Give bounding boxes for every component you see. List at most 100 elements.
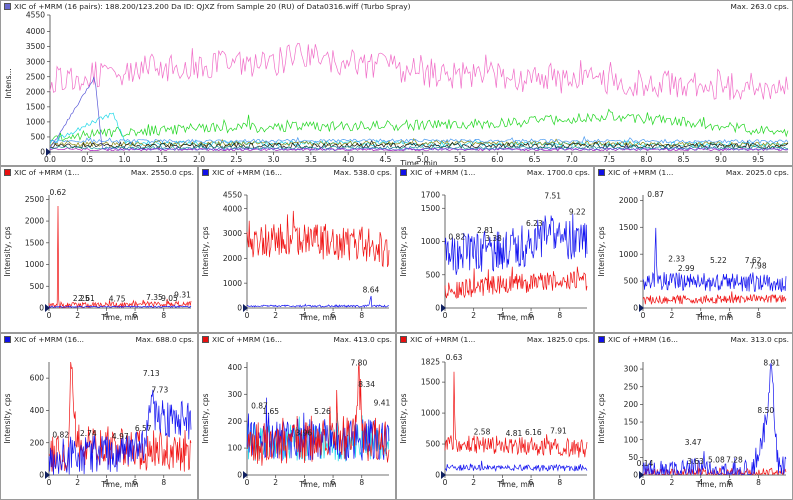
peak-label: 7.35 [146,293,163,302]
y-axis-label: Intensity, cps [201,226,210,276]
panel-title: XIC of +MRM (1... [14,168,80,177]
x-tick-label: 4 [500,311,505,320]
series-line-pink [49,42,789,101]
xic-chart[interactable]: 0 200 400 600 0 2 4 6 8 Time, min Intensity, cps 0.… [1,334,198,500]
y-tick-label: 0 [633,304,638,313]
peak-label: 5.22 [710,256,727,265]
x-tick-label: 6 [727,478,732,487]
peak-label: 0.82 [52,430,69,439]
panel-title: XIC of +MRM (1... [410,168,476,177]
xic-panel-r2c1[interactable]: XIC of +MRM (16... Max. 688.0 cps. 0 200 40… [0,333,198,500]
panel-title: XIC of +MRM (16... [14,335,84,344]
peak-label: 0.87 [647,190,664,199]
peak-label: 7.98 [750,261,767,270]
y-tick-label: 0 [40,148,45,157]
x-tick-label: 4.0 [342,155,354,164]
peak-label: 0.82 [448,233,465,242]
panel-title: XIC of +MRM (16... [608,335,678,344]
y-tick-label: 200 [228,417,243,426]
peak-label: 7.51 [544,191,561,200]
y-tick-label: 2000 [26,87,45,96]
start-marker-icon [639,304,644,312]
series-line-red [48,205,192,309]
series-swatch-icon [4,3,11,10]
panel-title: XIC of +MRM (16... [212,168,282,177]
x-tick-label: 0.0 [44,155,56,164]
y-tick-label: 500 [30,282,45,291]
panel-header: XIC of +MRM (16 pairs): 188.200/123.200 … [1,1,792,12]
y-tick-label: 4000 [26,27,45,36]
xic-chart[interactable]: 0 1000 2000 3000 4000 4550 0 2 4 6 8 Time, min Inten… [199,167,396,333]
x-tick-label: 8 [756,311,761,320]
xic-panel-r1c2[interactable]: XIC of +MRM (16... Max. 538.0 cps. 0 1000 2… [198,166,396,333]
y-tick-label: 2000 [619,196,638,205]
peak-label: 5.08 [708,455,725,464]
panel-header: XIC of +MRM (16... Max. 413.0 cps. [199,334,395,345]
xic-panel-r1c4[interactable]: XIC of +MRM (1... Max. 2025.0 cps. 0 500 10… [594,166,793,333]
xic-panel-r1c3[interactable]: XIC of +MRM (1... Max. 1700.0 cps. 0 500 10… [396,166,594,333]
x-tick-label: 6.0 [491,155,503,164]
y-tick-label: 0 [435,304,440,313]
y-tick-label: 2500 [26,72,45,81]
y-tick-label: 0 [39,471,44,480]
xic-chart[interactable]: 0 500 1000 1500 2000 2500 3000 3500 4000 4550 0.0 0… [1,1,793,166]
y-tick-label: 4550 [223,191,242,200]
series-line-green [49,108,789,142]
start-marker-icon [45,471,50,479]
x-axis-label: Time, min [496,313,535,322]
peak-label: 7.80 [351,358,368,367]
x-axis-label: Time, min [100,313,139,322]
peak-label: 5.26 [314,407,331,416]
y-axis-label: Intensity, cps [399,226,408,276]
y-tick-label: 500 [31,133,46,142]
peak-label: 6.57 [135,424,152,433]
x-tick-label: 2 [75,478,80,487]
overview-chart-panel[interactable]: XIC of +MRM (16 pairs): 188.200/123.200 … [0,0,793,166]
y-tick-label: 0 [39,304,44,313]
panel-header: XIC of +MRM (16... Max. 688.0 cps. [1,334,197,345]
series-line-blue [642,363,787,476]
y-axis-label: Intensity, cps [399,393,408,443]
peak-label: 7.28 [726,455,743,464]
series-swatch-icon [4,336,11,343]
x-tick-label: 5.0 [417,155,429,164]
peak-label: 0.14 [637,459,654,468]
peak-label: 9.41 [374,399,391,408]
x-tick-label: 8 [359,311,364,320]
xic-chart[interactable]: 0 500 1000 1500 2000 2500 0 2 4 6 8 Time, min Intens… [1,167,198,333]
series-line-blue [48,305,192,308]
xic-panel-r1c1[interactable]: XIC of +MRM (1... Max. 2550.0 cps. 0 500 10… [0,166,198,333]
xic-panel-r2c4[interactable]: XIC of +MRM (16... Max. 313.0 cps. 0 50 100… [594,333,793,500]
x-tick-label: 2 [75,311,80,320]
peak-label: 2.61 [78,294,95,303]
xic-panel-r2c3[interactable]: XIC of +MRM (1... Max. 1825.0 cps. 0 500 10… [396,333,594,500]
y-tick-label: 1000 [421,409,440,418]
x-tick-label: 6.5 [529,155,541,164]
xic-chart[interactable]: 0 50 100 150 200 250 300 0 2 4 6 8 Time, min Intensit… [595,334,793,500]
x-tick-label: 3.0 [268,155,280,164]
y-axis-label: Intensity, cps [597,226,606,276]
x-tick-label: 8 [359,478,364,487]
x-axis-label: Time, min [399,159,438,166]
x-tick-label: 2.5 [230,155,242,164]
peak-label: 2.81 [477,226,494,235]
x-tick-label: 7.0 [566,155,578,164]
xic-chart[interactable]: 0 500 1000 1500 1825 0 2 4 6 8 Time, min Intensity,… [397,334,594,500]
xic-chart[interactable]: 0 500 1000 1500 2000 0 2 4 6 8 Time, min Intensity,… [595,167,793,333]
x-tick-label: 6 [727,311,732,320]
peak-label: 7.91 [550,426,567,435]
x-axis-label: Time, min [298,480,337,489]
xic-panel-r2c2[interactable]: XIC of +MRM (16... Max. 413.0 cps. 0 100 20… [198,333,396,500]
peak-label: 2.74 [80,429,97,438]
x-tick-label: 4.5 [379,155,391,164]
panel-title: XIC of +MRM (16 pairs): 188.200/123.200 … [14,2,411,11]
xic-chart[interactable]: 0 500 1000 1500 1700 0 2 4 6 8 Time, min Intensity,… [397,167,594,333]
y-tick-label: 300 [624,365,639,374]
xic-chart[interactable]: 0 100 200 300 400 0 2 4 6 8 Time, min Intensity, cp… [199,334,396,500]
y-tick-label: 400 [30,406,45,415]
peak-label: 3.47 [685,438,702,447]
x-tick-label: 4 [500,478,505,487]
x-axis-label: Time, min [695,480,734,489]
series-line-blue [642,227,787,292]
y-tick-label: 100 [624,435,639,444]
